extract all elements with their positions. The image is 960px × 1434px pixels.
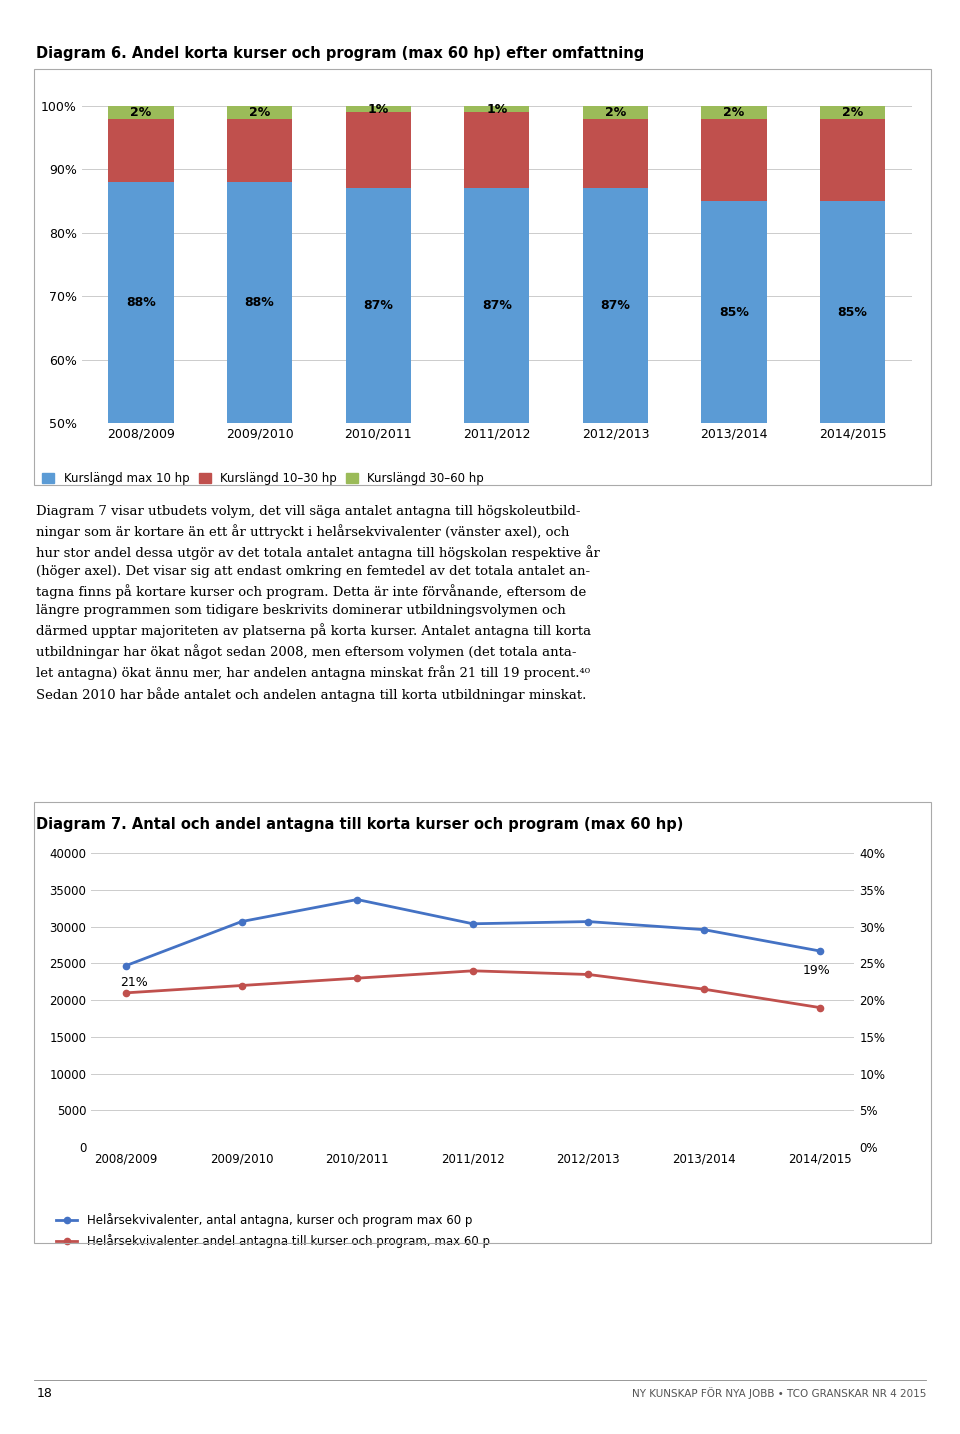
Bar	[108, 106, 174, 119]
Bar	[702, 201, 767, 740]
Text: Diagram 6. Andel korta kurser och program (max 60 hp) efter omfattning: Diagram 6. Andel korta kurser och progra…	[36, 46, 645, 60]
Text: NY KUNSKAP FÖR NYA JOBB • TCO GRANSKAR NR 4 2015: NY KUNSKAP FÖR NYA JOBB • TCO GRANSKAR N…	[632, 1387, 926, 1398]
Text: 88%: 88%	[245, 295, 275, 308]
Bar	[583, 106, 648, 119]
Bar	[583, 188, 648, 740]
Text: 18: 18	[36, 1387, 53, 1400]
Text: 2%: 2%	[131, 106, 152, 119]
Bar	[820, 106, 885, 119]
Bar	[702, 119, 767, 201]
Bar	[583, 119, 648, 188]
Bar	[702, 106, 767, 119]
Bar	[465, 188, 529, 740]
Text: 2%: 2%	[249, 106, 270, 119]
Text: 19%: 19%	[803, 965, 830, 978]
Text: 88%: 88%	[126, 295, 156, 308]
Text: 87%: 87%	[601, 300, 631, 313]
Bar	[465, 106, 529, 112]
Text: 2%: 2%	[724, 106, 745, 119]
Text: 85%: 85%	[719, 305, 749, 318]
Bar	[346, 188, 411, 740]
Bar	[820, 119, 885, 201]
Text: 1%: 1%	[368, 103, 389, 116]
Bar	[227, 106, 292, 119]
Legend: Helårsekvivalenter, antal antagna, kurser och program max 60 p, Helårsekvivalent: Helårsekvivalenter, antal antagna, kurse…	[51, 1209, 494, 1253]
Text: 85%: 85%	[838, 305, 868, 318]
Text: 21%: 21%	[120, 977, 148, 989]
Bar	[227, 119, 292, 182]
Text: 87%: 87%	[482, 300, 512, 313]
Bar	[465, 112, 529, 188]
Bar	[227, 182, 292, 740]
Bar	[108, 182, 174, 740]
Legend: Kurslängd max 10 hp, Kurslängd 10–30 hp, Kurslängd 30–60 hp: Kurslängd max 10 hp, Kurslängd 10–30 hp,…	[37, 467, 489, 489]
Text: 1%: 1%	[486, 103, 508, 116]
Bar	[346, 112, 411, 188]
Bar	[820, 201, 885, 740]
Text: 87%: 87%	[363, 300, 393, 313]
Text: 2%: 2%	[842, 106, 863, 119]
Bar	[346, 106, 411, 112]
Text: Diagram 7. Antal och andel antagna till korta kurser och program (max 60 hp): Diagram 7. Antal och andel antagna till …	[36, 817, 684, 832]
Bar	[108, 119, 174, 182]
Text: 2%: 2%	[605, 106, 626, 119]
Text: Diagram 7 visar utbudets volym, det vill säga antalet antagna till högskoleutbil: Diagram 7 visar utbudets volym, det vill…	[36, 505, 600, 701]
